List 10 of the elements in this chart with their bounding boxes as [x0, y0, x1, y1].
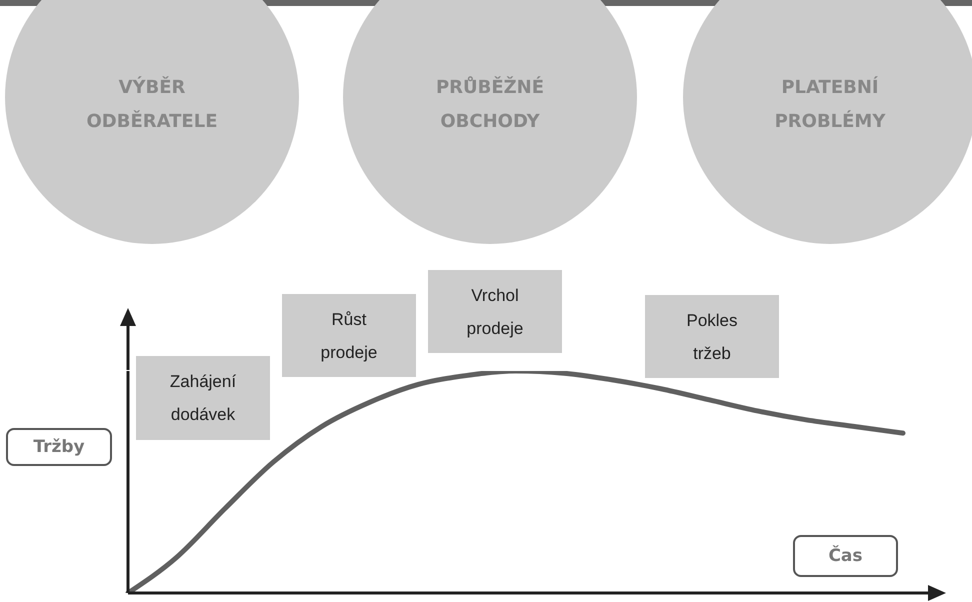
label-frame: Tržby	[6, 428, 112, 466]
text: VÝBĚR ODBĚRATELE	[86, 75, 218, 134]
annotation: Zahájení dodávek	[170, 371, 236, 426]
text: PRŮBĚŽNÉ OBCHODY	[434, 75, 546, 134]
text: PLATEBNÍ PROBLÉMY	[774, 75, 886, 134]
text-box: Růst prodeje	[282, 294, 416, 377]
text-box: Vrchol prodeje	[428, 270, 562, 353]
text-box: Pokles tržeb	[645, 295, 779, 378]
text-box: Zahájení dodávek	[136, 356, 270, 440]
label-frame: Čas	[793, 535, 898, 577]
